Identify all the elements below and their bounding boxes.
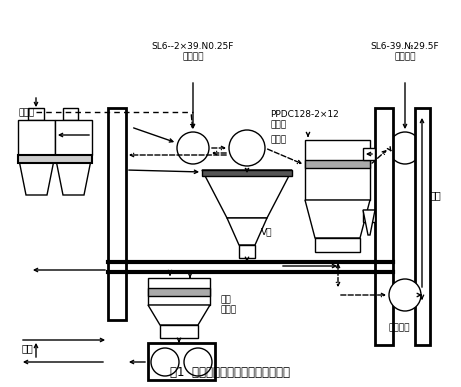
- Bar: [363, 148, 375, 160]
- Bar: [148, 278, 210, 305]
- Text: SL6-39.№29.5F
系统风机: SL6-39.№29.5F 系统风机: [371, 42, 439, 62]
- Text: 旋风筒: 旋风筒: [18, 108, 34, 118]
- Circle shape: [389, 132, 421, 164]
- Text: 磨尾风机: 磨尾风机: [388, 324, 409, 332]
- Bar: [160, 325, 198, 338]
- Bar: [375, 108, 393, 345]
- Bar: [28, 108, 44, 120]
- Bar: [148, 343, 215, 380]
- Polygon shape: [55, 155, 92, 195]
- Bar: [108, 108, 126, 320]
- Polygon shape: [18, 155, 55, 195]
- Text: 选粉机: 选粉机: [270, 135, 286, 144]
- Bar: [315, 238, 360, 252]
- Bar: [18, 155, 92, 163]
- Text: 稳流
恒重仓: 稳流 恒重仓: [220, 295, 236, 315]
- Circle shape: [177, 132, 209, 164]
- Bar: [305, 160, 370, 168]
- Text: 图1  单条水泥粉磨生产线的工艺流程: 图1 单条水泥粉磨生产线的工艺流程: [170, 365, 290, 378]
- Text: 入库: 入库: [430, 190, 442, 200]
- Polygon shape: [305, 200, 370, 238]
- Text: 物料: 物料: [22, 343, 34, 353]
- Text: PPDC128-2×12
收尘器: PPDC128-2×12 收尘器: [270, 110, 339, 130]
- Bar: [239, 245, 255, 258]
- Bar: [415, 108, 430, 345]
- Polygon shape: [148, 305, 210, 325]
- Circle shape: [184, 348, 212, 376]
- Bar: [148, 288, 210, 296]
- Text: SL6--2×39.N0.25F
循环风机: SL6--2×39.N0.25F 循环风机: [152, 42, 234, 62]
- Bar: [363, 210, 375, 222]
- Polygon shape: [227, 218, 267, 245]
- Bar: [55, 120, 92, 155]
- Bar: [202, 170, 292, 176]
- Polygon shape: [202, 170, 292, 218]
- Circle shape: [389, 279, 421, 311]
- Circle shape: [151, 348, 179, 376]
- Bar: [305, 140, 370, 200]
- Bar: [63, 108, 78, 120]
- Polygon shape: [363, 210, 375, 235]
- Text: V选: V选: [261, 228, 272, 236]
- Circle shape: [229, 130, 265, 166]
- Bar: [18, 120, 55, 155]
